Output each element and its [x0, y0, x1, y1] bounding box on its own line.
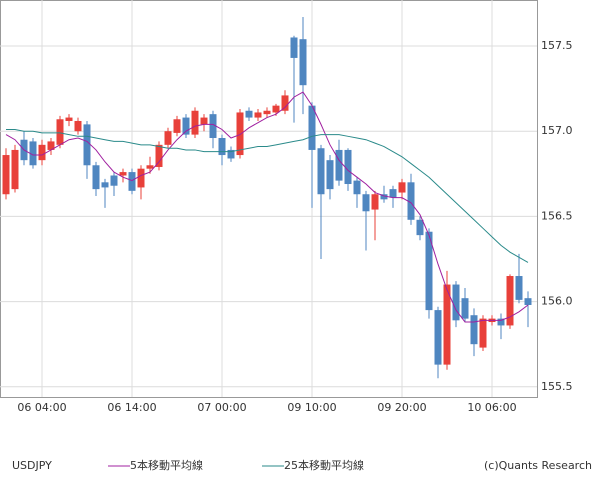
candle-body	[524, 298, 532, 305]
symbol: USDJPY	[12, 459, 52, 472]
x-tick-label: 07 00:00	[197, 401, 246, 414]
candle-body	[344, 149, 352, 185]
candle-body	[515, 276, 523, 300]
candle-body	[425, 231, 433, 311]
legend-label: 25本移動平均線	[284, 458, 364, 472]
candle-body	[245, 110, 253, 118]
y-tick-label: 155.5	[541, 380, 573, 393]
candle-body	[353, 180, 361, 195]
candle-body	[299, 39, 307, 86]
ma-line	[5, 91, 529, 323]
candle-body	[146, 165, 154, 169]
candle-body	[461, 298, 469, 319]
y-tick-label: 156.5	[541, 209, 573, 222]
candle-body	[173, 119, 181, 133]
legend-label: 5本移動平均線	[130, 458, 203, 472]
candle-body	[83, 124, 91, 166]
candle-body	[92, 165, 100, 190]
candle-body	[182, 117, 190, 135]
x-tick-label: 06 14:00	[107, 401, 156, 414]
candle-body	[236, 112, 244, 156]
candle-body	[200, 117, 208, 125]
candle-body	[164, 131, 172, 145]
candle-body	[479, 318, 487, 348]
candle-body	[47, 141, 55, 150]
candle-body	[218, 138, 226, 156]
candle-body	[398, 182, 406, 193]
candle-body	[470, 315, 478, 345]
candle-body	[155, 144, 163, 167]
candle-body	[29, 141, 37, 166]
y-tick-label: 157.0	[541, 124, 573, 137]
x-tick-label: 09 20:00	[377, 401, 426, 414]
candle-body	[272, 105, 280, 113]
x-tick-label: 10 06:00	[467, 401, 516, 414]
candle-body	[65, 117, 73, 121]
x-tick-label: 06 04:00	[17, 401, 66, 414]
y-tick-label: 157.5	[541, 39, 573, 52]
candle-body	[290, 37, 298, 58]
candle-body	[452, 284, 460, 321]
candle-body	[191, 110, 199, 135]
candle-body	[38, 144, 46, 161]
candle-body	[407, 182, 415, 220]
candle-body	[497, 318, 505, 326]
candle-body	[2, 155, 10, 195]
candle-body	[326, 160, 334, 190]
candle-body	[362, 194, 370, 212]
candle-body	[254, 112, 262, 118]
candle-body	[506, 276, 514, 326]
candle-body	[137, 168, 145, 188]
candle-body	[380, 194, 388, 200]
candle-body	[119, 172, 127, 176]
candle-body	[110, 175, 118, 186]
candle-body	[335, 149, 343, 181]
candle-body	[317, 148, 325, 195]
candle-body	[308, 105, 316, 150]
candle-body	[56, 119, 64, 145]
candle-body	[209, 114, 217, 139]
candle-body	[416, 219, 424, 236]
y-tick-label: 156.0	[541, 295, 573, 308]
plot-frame	[0, 0, 538, 398]
candle-body	[128, 172, 136, 191]
candle-body	[227, 149, 235, 159]
candle-body	[74, 120, 82, 132]
candle-body	[389, 189, 397, 198]
candle-body	[371, 194, 379, 210]
candle-body	[443, 284, 451, 365]
credit: (c)Quants Research	[484, 459, 592, 472]
candle-body	[101, 182, 109, 188]
ma-line	[6, 128, 529, 263]
x-tick-label: 09 10:00	[287, 401, 336, 414]
candle-body	[263, 110, 271, 115]
candle-body	[11, 149, 19, 190]
candle-body	[281, 95, 289, 111]
candle-body	[434, 310, 442, 365]
